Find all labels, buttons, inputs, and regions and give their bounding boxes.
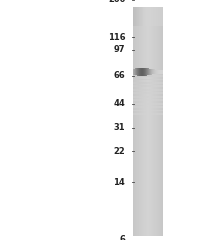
Bar: [136, 7, 137, 236]
Bar: [141, 7, 142, 26]
Bar: [157, 7, 158, 26]
Bar: [139, 7, 140, 236]
Bar: [160, 7, 161, 236]
Bar: [162, 7, 163, 236]
Bar: [160, 7, 161, 26]
Bar: [159, 7, 160, 236]
Bar: [143, 7, 144, 26]
Bar: [145, 7, 146, 26]
Bar: [144, 7, 145, 236]
Bar: [152, 7, 153, 236]
Bar: [150, 7, 151, 236]
Bar: [154, 7, 155, 236]
Bar: [146, 7, 147, 26]
Bar: [135, 7, 136, 26]
Text: 44: 44: [114, 99, 125, 108]
Bar: [137, 7, 138, 26]
Bar: [161, 7, 162, 26]
Bar: [137, 7, 138, 236]
Bar: [157, 7, 158, 236]
Bar: [148, 7, 149, 26]
Bar: [156, 7, 157, 26]
Bar: [142, 7, 143, 236]
Bar: [147, 7, 148, 26]
Text: 200: 200: [108, 0, 125, 5]
Bar: [153, 7, 154, 236]
Bar: [159, 7, 160, 26]
Bar: [140, 7, 141, 26]
Bar: [138, 7, 139, 236]
Bar: [136, 7, 137, 26]
Bar: [155, 7, 156, 236]
Bar: [149, 7, 150, 26]
Bar: [158, 7, 159, 26]
Bar: [135, 7, 136, 236]
Bar: [149, 7, 150, 236]
Text: 97: 97: [114, 45, 125, 54]
Bar: [154, 7, 155, 26]
Bar: [162, 7, 163, 26]
Text: 22: 22: [114, 147, 125, 156]
Bar: [150, 7, 151, 26]
Bar: [134, 7, 135, 236]
Text: 116: 116: [108, 33, 125, 42]
Bar: [140, 7, 141, 236]
Bar: [142, 7, 143, 26]
Bar: [161, 7, 162, 236]
Bar: [151, 7, 152, 236]
Bar: [147, 7, 148, 236]
Bar: [141, 7, 142, 236]
Bar: [151, 7, 152, 26]
Text: 66: 66: [114, 71, 125, 80]
Bar: [153, 7, 154, 26]
Bar: [158, 7, 159, 236]
Bar: [146, 7, 147, 236]
Bar: [144, 7, 145, 26]
Bar: [133, 7, 134, 236]
Bar: [143, 7, 144, 236]
Text: 6: 6: [119, 235, 125, 240]
Text: 31: 31: [114, 123, 125, 132]
Bar: [139, 7, 140, 26]
Bar: [138, 7, 139, 26]
Bar: [133, 7, 134, 26]
Bar: [156, 7, 157, 236]
Text: 14: 14: [114, 178, 125, 186]
Bar: [155, 7, 156, 26]
Bar: [148, 7, 149, 236]
Bar: [152, 7, 153, 26]
Bar: [145, 7, 146, 236]
Bar: [134, 7, 135, 26]
